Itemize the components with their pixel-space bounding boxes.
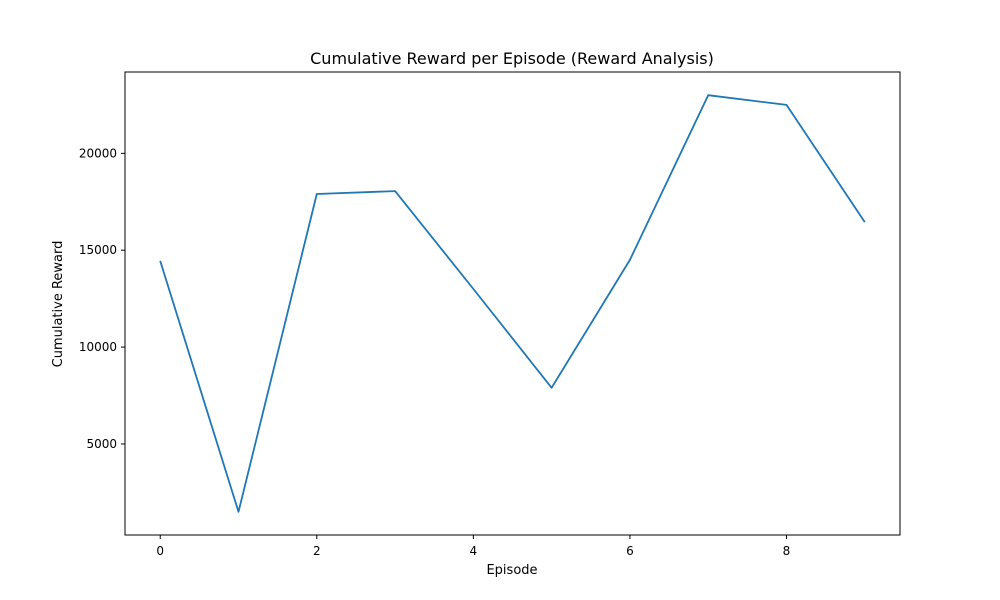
x-tick-label: 4 xyxy=(470,544,478,558)
y-tick-label: 5000 xyxy=(86,437,117,451)
plot-frame xyxy=(124,71,901,536)
y-tick-label: 15000 xyxy=(79,243,117,257)
x-tick-label: 0 xyxy=(156,544,164,558)
x-axis-label: Episode xyxy=(486,563,537,578)
plot-area xyxy=(124,71,901,536)
x-tick-label: 2 xyxy=(313,544,321,558)
y-tick-label: 10000 xyxy=(79,340,117,354)
y-axis-label: Cumulative Reward xyxy=(51,241,66,368)
series-line-0 xyxy=(159,94,866,513)
y-axis: 5000 10000 15000 20000 xyxy=(79,146,125,451)
x-tick-label: 8 xyxy=(783,544,791,558)
series-layer xyxy=(159,94,866,513)
x-tick-label: 6 xyxy=(626,544,634,558)
chart-title: Cumulative Reward per Episode (Reward An… xyxy=(310,49,714,68)
x-axis: 0 2 4 6 8 xyxy=(156,535,790,558)
y-tick-label: 20000 xyxy=(79,146,117,160)
